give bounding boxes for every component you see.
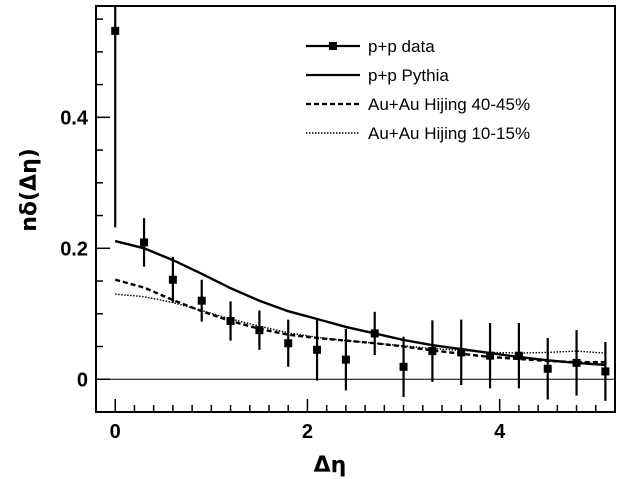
x-axis-label: Δη: [314, 453, 347, 478]
x-tick-label: 2: [302, 421, 313, 443]
data-point: [168, 275, 177, 284]
data-point: [514, 351, 523, 360]
data-point: [572, 358, 581, 367]
data-point: [543, 364, 552, 373]
data-point: [428, 347, 437, 356]
series-line-1: [114, 239, 606, 367]
data-point: [226, 316, 235, 325]
data-point: [111, 26, 120, 35]
data-point: [457, 348, 466, 357]
y-tick-label: 0: [77, 369, 88, 391]
legend-label: p+p data: [368, 37, 435, 56]
legend-label: p+p Pythia: [368, 66, 449, 85]
data-point: [341, 355, 350, 364]
x-tick-label: 4: [494, 421, 506, 443]
data-point: [197, 296, 206, 305]
y-tick-label: 0.4: [60, 107, 89, 129]
series-line-2: [114, 278, 606, 364]
legend-label: Au+Au Hijing 40-45%: [368, 95, 530, 114]
data-point: [601, 367, 610, 376]
data-point: [140, 238, 149, 247]
y-axis-label: nδ(Δη): [17, 148, 42, 232]
y-tick-label: 0.2: [60, 238, 88, 260]
axis-ticks: 0 2 4 0 0.2 0.4: [60, 18, 616, 443]
data-point: [370, 329, 379, 338]
legend-marker: [329, 42, 337, 50]
data-point: [313, 345, 322, 354]
plot-frame: [95, 5, 616, 413]
data-point: [486, 351, 495, 360]
data-point: [255, 326, 264, 335]
legend: p+p data p+p Pythia Au+Au Hijing 40-45% Au+…: [306, 37, 530, 143]
x-tick-label: 0: [110, 421, 121, 443]
plot-area: [96, 6, 615, 401]
series-line-3: [115, 293, 606, 354]
legend-label: Au+Au Hijing 10-15%: [368, 124, 530, 143]
data-point: [284, 339, 293, 348]
data-point: [399, 362, 408, 371]
